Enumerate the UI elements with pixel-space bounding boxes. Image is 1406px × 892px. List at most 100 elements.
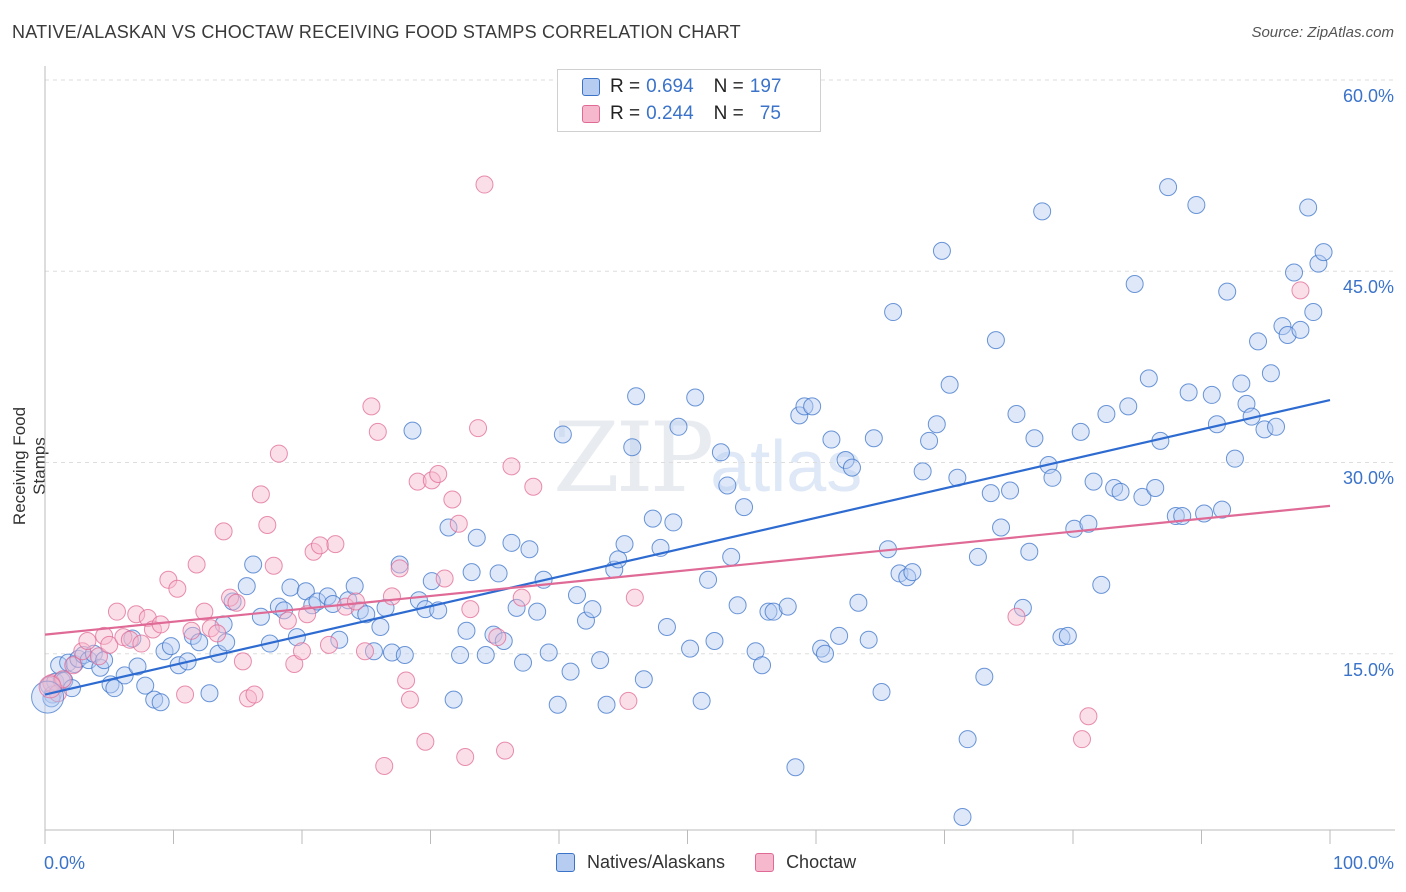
point-choctaw <box>310 536 329 555</box>
point-natives <box>1033 202 1052 221</box>
point-natives <box>1139 369 1158 388</box>
point-choctaw <box>304 542 323 561</box>
point-natives <box>1111 482 1130 501</box>
point-natives <box>753 656 772 675</box>
point-choctaw <box>95 626 114 645</box>
point-natives <box>705 632 724 650</box>
point-natives <box>859 630 878 649</box>
point-natives <box>128 657 147 676</box>
point-natives <box>576 611 595 630</box>
point-choctaw <box>368 422 387 441</box>
point-natives <box>371 617 390 636</box>
point-natives <box>711 443 730 462</box>
point-natives <box>451 646 470 665</box>
point-natives <box>884 303 903 322</box>
point-choctaw <box>176 685 195 704</box>
point-natives <box>627 387 646 406</box>
point-choctaw <box>375 756 394 775</box>
point-choctaw <box>435 569 454 588</box>
point-choctaw <box>78 632 97 650</box>
point-choctaw <box>42 674 61 693</box>
point-choctaw <box>429 464 448 483</box>
point-natives <box>403 421 422 440</box>
legend-item-natives[interactable]: Natives/Alaskans <box>556 852 725 873</box>
point-natives <box>940 375 959 394</box>
point-natives <box>686 388 705 407</box>
point-natives <box>528 602 547 621</box>
point-natives <box>444 690 463 709</box>
point-natives <box>643 509 662 528</box>
point-natives <box>1013 598 1032 617</box>
y-tick-45: 45.0% <box>1342 277 1394 297</box>
point-natives <box>932 241 951 260</box>
point-choctaw <box>264 556 283 575</box>
point-choctaw <box>400 690 419 709</box>
point-natives <box>1267 417 1286 436</box>
point-choctaw <box>168 579 187 598</box>
point-natives <box>718 476 737 495</box>
point-natives <box>1299 198 1318 217</box>
point-natives <box>1007 405 1026 424</box>
point-natives <box>1058 626 1077 645</box>
point-natives <box>615 535 634 554</box>
point-natives <box>1285 263 1304 282</box>
point-natives <box>913 462 932 481</box>
point-natives <box>1179 383 1198 402</box>
point-choctaw <box>127 605 146 624</box>
point-natives <box>507 598 526 617</box>
point-natives <box>1225 449 1244 468</box>
watermark-atlas: atlas <box>710 427 863 507</box>
legend-swatch-pink <box>582 105 600 123</box>
point-natives <box>548 695 567 714</box>
point-natives <box>864 429 883 448</box>
point-choctaw <box>496 741 515 760</box>
legend-n-label: N = <box>713 103 744 124</box>
trendline-choctaw <box>44 504 1331 636</box>
point-natives <box>842 458 861 477</box>
point-choctaw <box>182 621 201 640</box>
point-natives <box>968 547 987 566</box>
trendline-natives <box>44 398 1331 696</box>
point-natives <box>1213 500 1232 519</box>
legend-swatch-blue <box>582 78 600 96</box>
point-choctaw <box>397 671 416 690</box>
point-choctaw <box>362 397 381 416</box>
point-choctaw <box>469 419 488 438</box>
point-natives <box>836 450 855 469</box>
point-natives <box>539 643 558 662</box>
point-natives <box>927 415 946 434</box>
point-natives <box>722 547 741 566</box>
point-natives <box>1232 374 1251 393</box>
legend-item-choctaw[interactable]: Choctaw <box>755 852 856 873</box>
point-natives <box>1249 332 1268 351</box>
point-natives <box>476 646 495 665</box>
point-natives <box>790 406 809 425</box>
legend-n-value: 75 <box>759 103 781 124</box>
point-natives <box>992 518 1011 537</box>
point-natives <box>467 528 486 547</box>
point-natives <box>1273 317 1292 336</box>
point-choctaw <box>258 515 277 534</box>
point-natives <box>561 662 580 681</box>
point-natives <box>1261 364 1280 383</box>
point-natives <box>735 498 754 517</box>
point-choctaw <box>1079 707 1098 726</box>
point-natives <box>1025 429 1044 448</box>
chart-title: NATIVE/ALASKAN VS CHOCTAW RECEIVING FOOD… <box>12 22 741 42</box>
point-choctaw <box>187 555 206 574</box>
point-natives <box>502 533 521 552</box>
point-natives <box>1092 575 1111 594</box>
legend-swatch-pink <box>755 853 775 872</box>
point-natives <box>815 644 834 663</box>
point-choctaw <box>107 602 126 621</box>
point-choctaw <box>53 670 72 689</box>
point-choctaw <box>475 175 494 194</box>
x-tick-min: 0.0% <box>44 853 86 873</box>
point-choctaw <box>355 642 374 661</box>
point-choctaw-large <box>38 675 62 699</box>
legend-r-label: R = <box>610 76 641 97</box>
point-natives <box>657 617 676 636</box>
point-choctaw <box>269 444 288 463</box>
point-natives <box>903 563 922 582</box>
